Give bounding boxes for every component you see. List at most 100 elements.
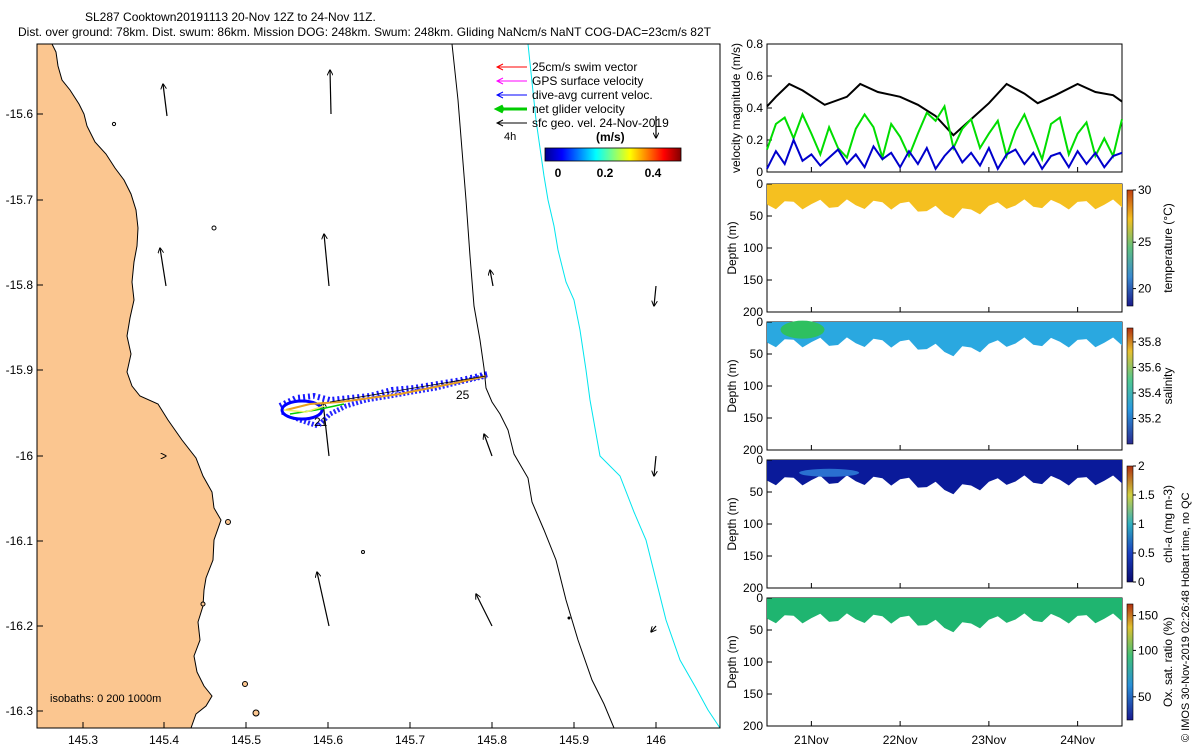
velocity-series-line [766, 103, 1123, 163]
depth-panel-chl-a: 0 50 100 150 200 Depth (m) 2 1.5 1 0.5 0 chl-a (mg … [725, 453, 1175, 595]
colorbar-label: Ox. sat. ratio (%) [1161, 617, 1175, 707]
map-y-tick-label: -15.8 [6, 278, 34, 292]
velocity-y-label: velocity magnitude (m/s) [729, 43, 743, 173]
colorbar-tick-label: 0 [1138, 575, 1145, 589]
time-tick-label: 22Nov [883, 733, 918, 747]
colorbar-title: (m/s) [596, 130, 625, 144]
isobath-label: isobaths: 0 200 1000m [50, 693, 161, 705]
colorbar-label: salinity [1161, 368, 1175, 405]
colorbar-tick-label: 25 [1138, 235, 1152, 249]
sfc-geostrophic-vectors [160, 70, 656, 632]
depth-y-tick-label: 0 [756, 591, 763, 605]
map-y-tick-label: -15.7 [6, 193, 34, 207]
depth-y-tick-label: 200 [743, 443, 763, 457]
geo-vector [484, 434, 493, 457]
island [567, 616, 571, 620]
depth-y-tick-label: 50 [750, 623, 764, 637]
island [225, 519, 231, 525]
depth-y-tick-label: 50 [750, 485, 764, 499]
colorbar-label: chl-a (mg m-3) [1161, 485, 1175, 563]
profile-data-band [767, 598, 1122, 633]
isobath-1000m [527, 44, 720, 728]
legend-arrowhead [495, 77, 504, 85]
depth-panel-salinity: 0 50 100 150 200 Depth (m) 35.8 35.6 35.4 35.2 sal… [725, 315, 1175, 457]
map-x-axis: 145.3 145.4 145.5 145.6 145.7 145.8 145.9 146 [68, 722, 666, 747]
track-label: 21 [314, 415, 328, 429]
island [200, 601, 206, 607]
map-y-tick-label: -15.9 [6, 363, 34, 377]
legend-arrowhead [495, 63, 504, 71]
island [211, 225, 217, 231]
chl-patch [799, 468, 860, 477]
legend-time-label: 4h [504, 131, 516, 143]
velocity-y-tick-label: 0.2 [746, 133, 763, 147]
velocity-y-tick-label: 0.8 [746, 37, 763, 51]
island [361, 550, 365, 554]
map-x-tick-label: 145.7 [395, 733, 425, 747]
map-x-tick-label: 145.9 [559, 733, 589, 747]
geo-vector [323, 402, 330, 457]
map-y-axis: -15.6 -15.7 -15.8 -15.9 -16 -16.1 -16.2 -16.3 [6, 107, 43, 718]
geo-vector [160, 248, 167, 287]
depth-y-tick-label: 100 [743, 379, 763, 393]
track-label: 25 [456, 388, 470, 402]
velocity-y-tick-label: 0.4 [746, 101, 763, 115]
geo-vector [476, 594, 493, 627]
map-y-tick-label: -16.1 [6, 534, 34, 548]
variable-colorbar [1126, 327, 1134, 445]
depth-y-tick-label: 150 [743, 273, 763, 287]
colorbar-tick-label: 1.5 [1138, 488, 1155, 502]
island [242, 681, 248, 687]
depth-panel-oxygen-saturation: 0 50 100 150 200 Depth (m) 150 100 50 Ox. sat. ra… [725, 591, 1175, 733]
colorbar-tick: 0.2 [597, 166, 614, 180]
depth-y-tick-label: 50 [750, 209, 764, 223]
isobath-200m [451, 44, 615, 728]
colorbar-tick-label: 35.8 [1138, 335, 1162, 349]
depth-y-tick-label: 0 [756, 315, 763, 329]
geo-vector [317, 572, 330, 627]
map-y-tick-label: -15.6 [6, 107, 34, 121]
salinity-high-patch [780, 320, 825, 339]
legend-label: 25cm/s swim vector [532, 60, 637, 74]
colorbar-tick-label: 20 [1138, 282, 1152, 296]
figure-title: SL287 Cooktown20191113 20-Nov 12Z to 24-… [85, 10, 376, 24]
map-y-tick-label: -16 [16, 449, 34, 463]
map-x-tick-label: 145.8 [477, 733, 507, 747]
profile-data-band [767, 460, 1122, 495]
colorbar-tick-label: 35.6 [1138, 360, 1162, 374]
colorbar-tick-label: 100 [1138, 643, 1158, 657]
depth-y-tick-label: 150 [743, 411, 763, 425]
credit-text: © IMOS 30-Nov-2019 02:26:48 Hobart time,… [1180, 492, 1192, 742]
depth-y-tick-label: 0 [756, 177, 763, 191]
map-y-tick-label: -16.3 [6, 704, 34, 718]
speed-colorbar [544, 147, 682, 162]
map-frame [36, 43, 721, 729]
depth-y-label: Depth (m) [725, 635, 739, 688]
legend-arrowhead [495, 119, 504, 127]
depth-y-label: Depth (m) [725, 497, 739, 550]
island [252, 709, 260, 717]
depth-y-tick-label: 200 [743, 305, 763, 319]
depth-panel-temperature: 0 50 100 150 200 Depth (m) 30 25 20 temperature (… [725, 177, 1175, 319]
colorbar-tick-label: 150 [1138, 609, 1158, 623]
map-panel: 25 21 145.3 145.4 145.5 145.6 145.7 145.8 145.… [6, 43, 721, 747]
time-axis-labels: 21Nov 22Nov 23Nov 24Nov [794, 733, 1095, 747]
depth-y-tick-label: 150 [743, 687, 763, 701]
colorbar-tick: 0 [555, 166, 562, 180]
land-area [37, 44, 222, 728]
colorbar-tick-label: 35.2 [1138, 411, 1162, 425]
profile-data-band [767, 184, 1122, 219]
colorbar-tick: 0.4 [645, 166, 662, 180]
map-x-tick-label: 145.4 [149, 733, 179, 747]
variable-colorbar [1126, 465, 1134, 583]
legend-label: GPS surface velocity [532, 74, 643, 88]
figure-subtitle: Dist. over ground: 78km. Dist. swum: 86k… [18, 25, 712, 39]
velocity-y-tick-label: 0 [756, 165, 763, 179]
depth-y-tick-label: 150 [743, 549, 763, 563]
map-x-tick-label: 145.5 [231, 733, 261, 747]
geo-vector [330, 70, 331, 115]
